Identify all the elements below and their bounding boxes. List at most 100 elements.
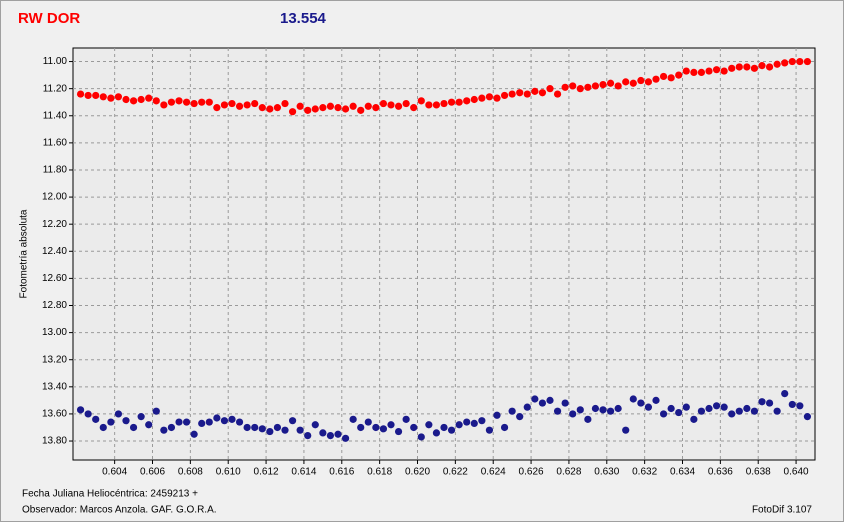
data-point bbox=[614, 404, 622, 413]
data-point bbox=[410, 104, 418, 112]
data-point bbox=[235, 418, 244, 426]
data-point bbox=[334, 430, 342, 438]
data-point bbox=[288, 417, 297, 425]
data-point bbox=[198, 98, 206, 106]
data-point bbox=[152, 407, 160, 415]
data-point bbox=[675, 408, 683, 417]
data-point bbox=[137, 413, 145, 421]
data-point bbox=[584, 83, 592, 91]
data-point bbox=[781, 389, 789, 398]
data-point bbox=[190, 430, 198, 438]
data-point bbox=[629, 395, 637, 403]
data-point bbox=[478, 94, 486, 102]
data-point bbox=[463, 418, 471, 426]
data-point bbox=[258, 104, 266, 112]
x-tick-label: 0.620 bbox=[405, 467, 430, 478]
data-point bbox=[145, 94, 153, 102]
data-point bbox=[243, 423, 251, 432]
data-point bbox=[273, 104, 282, 112]
y-tick-label: 12.40 bbox=[42, 246, 67, 257]
data-point bbox=[167, 98, 176, 106]
data-point bbox=[591, 404, 600, 413]
data-point bbox=[122, 417, 130, 425]
data-point bbox=[463, 97, 471, 105]
y-tick-label: 11.40 bbox=[43, 110, 68, 121]
data-point bbox=[500, 91, 509, 100]
data-point bbox=[372, 423, 380, 432]
data-point bbox=[599, 80, 607, 89]
data-point bbox=[478, 417, 486, 425]
data-point bbox=[531, 395, 539, 403]
data-point bbox=[796, 402, 804, 410]
data-point bbox=[296, 102, 304, 110]
data-point bbox=[379, 425, 388, 433]
data-point bbox=[326, 432, 335, 440]
data-point bbox=[357, 106, 365, 114]
data-point bbox=[296, 426, 304, 434]
data-point bbox=[637, 76, 645, 85]
data-point bbox=[349, 415, 357, 423]
data-point bbox=[803, 413, 812, 421]
x-tick-label: 0.626 bbox=[519, 467, 544, 478]
data-point bbox=[629, 79, 637, 87]
data-point bbox=[160, 426, 168, 434]
data-point bbox=[788, 57, 796, 66]
data-point bbox=[107, 418, 115, 426]
data-point bbox=[644, 78, 653, 86]
y-tick-label: 12.60 bbox=[42, 273, 67, 284]
x-tick-label: 0.632 bbox=[632, 467, 657, 478]
data-point bbox=[728, 64, 736, 72]
x-tick-label: 0.604 bbox=[102, 467, 127, 478]
data-point bbox=[213, 414, 221, 422]
data-point bbox=[523, 403, 531, 411]
y-tick-label: 13.00 bbox=[42, 327, 67, 338]
data-point bbox=[773, 60, 781, 68]
data-point bbox=[553, 90, 562, 98]
data-point bbox=[538, 89, 547, 97]
data-point bbox=[758, 398, 766, 406]
data-point bbox=[304, 432, 312, 440]
data-point bbox=[99, 423, 107, 432]
data-point bbox=[773, 407, 781, 415]
data-point bbox=[281, 426, 289, 434]
data-point bbox=[129, 97, 138, 105]
x-tick-label: 0.640 bbox=[784, 467, 809, 478]
data-point bbox=[561, 399, 569, 407]
data-point bbox=[349, 102, 357, 110]
data-point bbox=[606, 79, 615, 87]
data-point bbox=[743, 63, 751, 71]
data-point bbox=[440, 99, 448, 108]
x-tick-label: 0.636 bbox=[708, 467, 733, 478]
data-point bbox=[705, 404, 713, 413]
data-point bbox=[145, 421, 153, 429]
data-point bbox=[258, 425, 266, 433]
y-tick-label: 11.20 bbox=[43, 83, 68, 94]
footer-date: Fecha Juliana Heliocéntrica: 2459213 + bbox=[22, 489, 198, 500]
data-point bbox=[667, 404, 675, 413]
data-point bbox=[129, 423, 138, 432]
data-point bbox=[364, 418, 372, 426]
data-point bbox=[220, 101, 229, 109]
plot-area bbox=[72, 47, 816, 461]
data-point bbox=[606, 407, 615, 415]
data-point bbox=[750, 64, 759, 72]
data-point bbox=[576, 85, 584, 93]
data-point bbox=[76, 406, 85, 414]
data-point bbox=[659, 72, 668, 81]
data-point bbox=[493, 94, 501, 102]
data-point bbox=[637, 399, 645, 407]
x-tick-label: 0.608 bbox=[178, 467, 203, 478]
data-point bbox=[523, 90, 531, 98]
data-point bbox=[372, 104, 380, 112]
data-point bbox=[364, 102, 372, 110]
y-tick-label: 12.80 bbox=[42, 300, 67, 311]
data-point bbox=[690, 415, 698, 423]
y-tick-label: 11.80 bbox=[43, 165, 68, 176]
data-point bbox=[114, 93, 123, 101]
y-tick-label: 12.00 bbox=[42, 192, 67, 203]
data-point bbox=[341, 105, 350, 113]
data-point bbox=[281, 99, 289, 108]
data-point bbox=[652, 396, 660, 404]
